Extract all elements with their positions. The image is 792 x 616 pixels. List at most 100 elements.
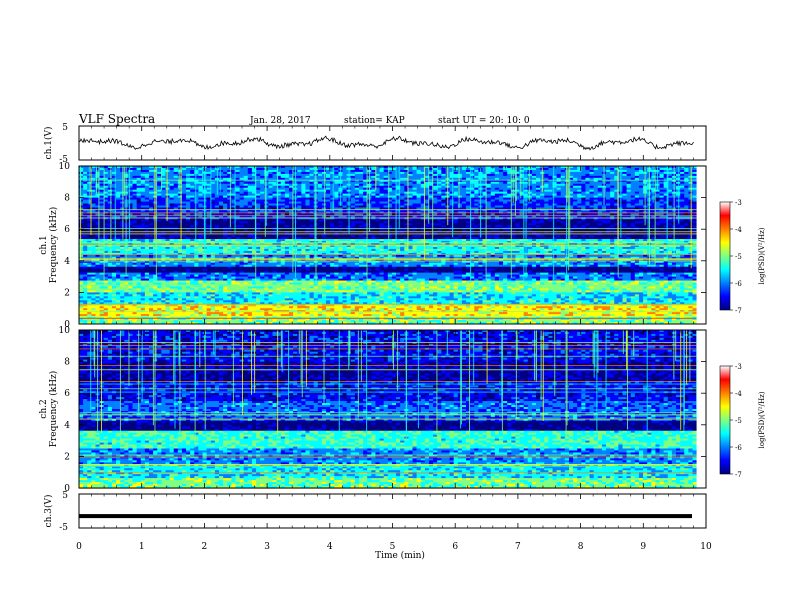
spectrogram-cell bbox=[215, 206, 219, 208]
spectrogram-cell bbox=[375, 194, 379, 196]
spectrogram-cell bbox=[400, 223, 404, 225]
spectrogram-cell bbox=[170, 172, 174, 174]
spectrogram-cell bbox=[297, 172, 301, 174]
spectrogram-cell bbox=[128, 184, 132, 186]
spectrogram-cell bbox=[141, 223, 145, 225]
spectrogram-cell bbox=[380, 204, 384, 206]
spectrogram-cell bbox=[334, 170, 338, 172]
spectrogram-cell bbox=[581, 172, 585, 174]
spectrogram-cell bbox=[532, 190, 536, 192]
spectrogram-cell bbox=[330, 196, 334, 198]
spectrogram-cell bbox=[692, 186, 696, 188]
spectrogram-cell bbox=[268, 204, 272, 206]
spectrogram-cell bbox=[622, 182, 626, 184]
spectrogram-cell bbox=[635, 168, 639, 170]
spectrogram-cell bbox=[157, 200, 161, 202]
spectrogram-cell bbox=[235, 198, 239, 200]
spectrogram-cell bbox=[655, 196, 659, 198]
spectrogram-cell bbox=[359, 200, 363, 202]
spectrogram-cell bbox=[260, 221, 264, 223]
spectrogram-cell bbox=[684, 196, 688, 198]
spectrogram-cell bbox=[528, 221, 532, 223]
spectrogram-cell bbox=[396, 200, 400, 202]
spectrogram-cell bbox=[91, 192, 95, 194]
spectrogram-cell bbox=[285, 190, 289, 192]
spectrogram-cell bbox=[273, 202, 277, 204]
ch1-waveform-panel: 5 -5 ch.1(V) bbox=[43, 123, 706, 165]
spectrogram-cell bbox=[235, 206, 239, 208]
spectrogram-cell bbox=[462, 176, 466, 178]
spectrogram-cell bbox=[635, 219, 639, 221]
spectrogram-cell bbox=[594, 206, 598, 208]
spectrogram-cell bbox=[548, 221, 552, 223]
spectrogram-cell bbox=[79, 184, 83, 186]
spectrogram-cell bbox=[244, 194, 248, 196]
spectrogram-cell bbox=[371, 188, 375, 190]
spectrogram-cell bbox=[462, 182, 466, 184]
spectrogram-cell bbox=[83, 182, 87, 184]
spectrogram-cell bbox=[248, 188, 252, 190]
spectrogram-cell bbox=[223, 194, 227, 196]
spectrogram-cell bbox=[145, 172, 149, 174]
spectrogram-cell bbox=[223, 184, 227, 186]
spectrogram-cell bbox=[441, 202, 445, 204]
spectrogram-cell bbox=[384, 221, 388, 223]
spectrogram-cell bbox=[474, 188, 478, 190]
spectrogram-cell bbox=[268, 194, 272, 196]
spectrogram-cell bbox=[359, 176, 363, 178]
spectrogram-cell bbox=[474, 168, 478, 170]
spectrogram-cell bbox=[462, 219, 466, 221]
spectrogram-cell bbox=[631, 198, 635, 200]
spectrogram-cell bbox=[503, 196, 507, 198]
spectrogram-cell bbox=[182, 204, 186, 206]
spectrogram-cell bbox=[627, 223, 631, 225]
ch1-ylabel: ch.1(V) bbox=[43, 127, 54, 160]
spectrogram-cell bbox=[462, 186, 466, 188]
spectrogram-cell bbox=[660, 172, 664, 174]
spectrogram-cell bbox=[590, 182, 594, 184]
spectrogram-cell bbox=[594, 174, 598, 176]
spectrogram-cell bbox=[305, 200, 309, 202]
spectrogram-cell bbox=[301, 176, 305, 178]
spectrogram-cell bbox=[91, 219, 95, 221]
spectrogram-cell bbox=[223, 192, 227, 194]
spectrogram-cell bbox=[186, 186, 190, 188]
spectrogram-cell bbox=[116, 190, 120, 192]
spectrogram-cell bbox=[100, 176, 104, 178]
spectrogram-cell bbox=[680, 176, 684, 178]
spectrogram-cell bbox=[474, 170, 478, 172]
spectrogram-cell bbox=[503, 225, 507, 227]
spectrogram-cell bbox=[305, 225, 309, 227]
spectrogram-cell bbox=[149, 176, 153, 178]
spectrogram-cell bbox=[536, 188, 540, 190]
spectrogram-cell bbox=[631, 221, 635, 223]
spectrogram-cell bbox=[116, 200, 120, 202]
spectrogram-cell bbox=[240, 206, 244, 208]
spectrogram-cell bbox=[548, 190, 552, 192]
spectrogram-cell bbox=[108, 198, 112, 200]
spectrogram-cell bbox=[606, 168, 610, 170]
spectrogram-cell bbox=[120, 204, 124, 206]
spectrogram-cell bbox=[219, 223, 223, 225]
spectrogram-cell bbox=[532, 223, 536, 225]
spectrogram-cell bbox=[174, 190, 178, 192]
spectrogram-cell bbox=[359, 190, 363, 192]
spectrogram-cell bbox=[194, 221, 198, 223]
spectrogram-cell bbox=[602, 206, 606, 208]
spectrogram-cell bbox=[157, 186, 161, 188]
spectrogram-cell bbox=[441, 172, 445, 174]
spectrogram-cell bbox=[688, 168, 692, 170]
spectrogram-cell bbox=[260, 168, 264, 170]
spectrogram-cell bbox=[487, 194, 491, 196]
spectrogram-cell bbox=[552, 186, 556, 188]
spectrogram-cell bbox=[680, 174, 684, 176]
spectrogram-cell bbox=[635, 172, 639, 174]
spectrogram-cell bbox=[273, 184, 277, 186]
spectrogram-cell bbox=[454, 186, 458, 188]
spectrogram-cell bbox=[380, 190, 384, 192]
spectrogram-cell bbox=[219, 194, 223, 196]
spectrogram-cell bbox=[532, 225, 536, 227]
spectrogram-cell bbox=[676, 194, 680, 196]
spectrogram-cell bbox=[190, 196, 194, 198]
spectrogram-cell bbox=[281, 204, 285, 206]
